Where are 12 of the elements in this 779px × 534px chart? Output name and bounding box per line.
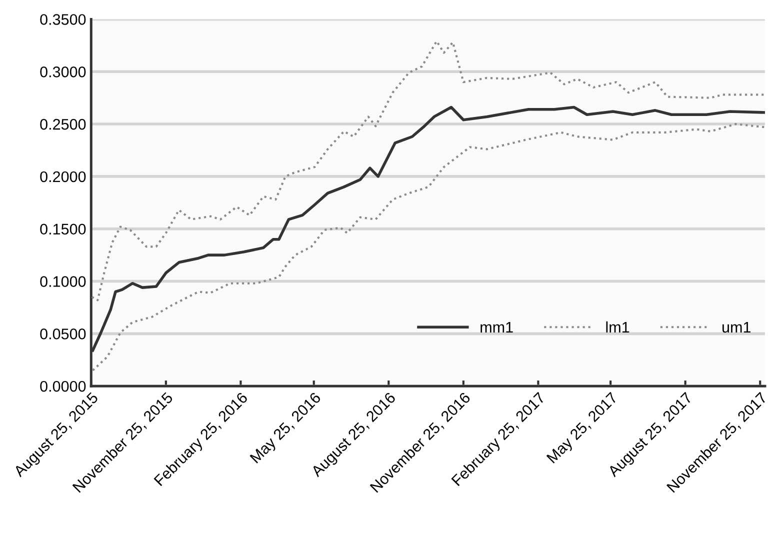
y-tick-label: 0.1500 <box>40 224 86 235</box>
y-tick-label: 0.2000 <box>40 171 86 182</box>
y-tick-label: 0.1000 <box>40 276 86 287</box>
y-tick-label: 0.0500 <box>40 328 86 340</box>
y-tick-label: 0.3500 <box>40 14 86 25</box>
legend-label: lm1 <box>606 321 630 332</box>
legend-label: mm1 <box>480 322 513 332</box>
line-series <box>91 40 765 302</box>
y-tick-label: 0.3000 <box>40 66 86 78</box>
y-tick-label: 0.2500 <box>40 118 86 130</box>
y-tick-label: 0.0000 <box>40 380 86 392</box>
legend-label: um1 <box>722 322 750 333</box>
